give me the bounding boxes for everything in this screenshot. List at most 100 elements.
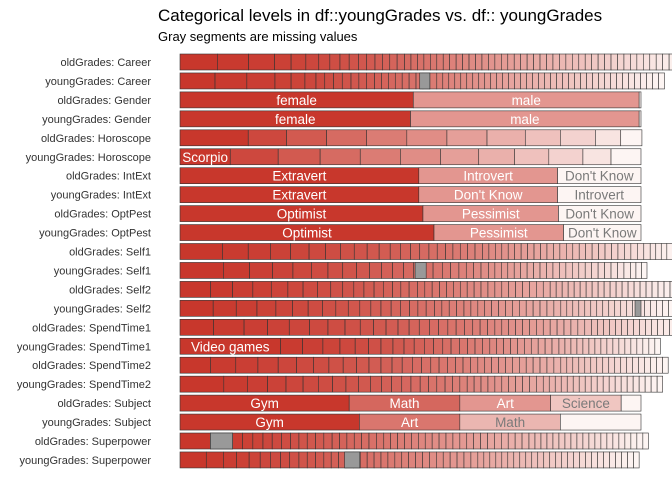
bar-segment bbox=[459, 281, 468, 298]
bar-segment bbox=[560, 375, 568, 393]
segment-label: Video games bbox=[191, 339, 270, 354]
bar-segment bbox=[270, 243, 291, 260]
segment-label: male bbox=[510, 112, 539, 127]
bar-segment bbox=[562, 72, 569, 90]
row-label: oldGrades: Subject bbox=[57, 398, 151, 410]
bar-segment bbox=[505, 356, 513, 374]
bar-segment bbox=[582, 432, 590, 450]
bar-segment bbox=[342, 281, 355, 298]
bar-segment bbox=[557, 186, 642, 203]
bar-segment bbox=[455, 356, 464, 374]
bar-segment bbox=[556, 318, 565, 336]
bar-segment bbox=[521, 432, 530, 450]
bar-segment bbox=[421, 356, 432, 374]
bar-segment bbox=[366, 243, 380, 260]
bar-segment bbox=[470, 451, 479, 469]
bar-segment bbox=[643, 53, 651, 71]
bar-segment bbox=[592, 72, 599, 90]
bar-segment bbox=[280, 337, 303, 355]
bar-segment bbox=[656, 300, 663, 317]
segment-label: Don't Know bbox=[565, 169, 634, 184]
bar-segment bbox=[232, 281, 254, 298]
bar-segment bbox=[448, 72, 456, 90]
bar-segment bbox=[292, 262, 312, 279]
bar-segment bbox=[638, 375, 646, 393]
bar-segment bbox=[526, 262, 534, 279]
bar-segment bbox=[633, 281, 641, 298]
bar-segment bbox=[494, 262, 502, 279]
bar-segment bbox=[558, 432, 566, 450]
bar-segment bbox=[584, 318, 592, 336]
bar-segment bbox=[554, 375, 562, 393]
bar-segment bbox=[544, 337, 553, 355]
bar-segment bbox=[576, 337, 584, 355]
bar-segment bbox=[452, 375, 461, 393]
bar-segment bbox=[430, 356, 440, 374]
bar-segment bbox=[179, 53, 218, 71]
bar-segment bbox=[483, 451, 491, 469]
bar-segment bbox=[564, 337, 572, 355]
bar-segment bbox=[624, 432, 632, 450]
missing-segment bbox=[344, 451, 361, 469]
bar-segment bbox=[546, 243, 554, 260]
bar-segment bbox=[529, 318, 537, 336]
bar-segment bbox=[236, 451, 250, 469]
bar-segment bbox=[222, 243, 249, 260]
bar-segment bbox=[520, 243, 528, 260]
bar-segment bbox=[514, 432, 523, 450]
bar-segment bbox=[374, 72, 382, 90]
bar-segment bbox=[403, 262, 415, 279]
bar-segment bbox=[588, 337, 596, 355]
bar-segment bbox=[232, 432, 243, 450]
bar-segment bbox=[627, 318, 634, 336]
bar-segment bbox=[350, 72, 360, 90]
bar-segment bbox=[508, 281, 516, 298]
bar-segment bbox=[425, 300, 435, 317]
bar-segment bbox=[615, 281, 623, 298]
bar-segment bbox=[579, 451, 586, 469]
bar-segment bbox=[609, 318, 616, 336]
bar-segment bbox=[596, 375, 604, 393]
bar-segment bbox=[624, 243, 632, 260]
bar-segment bbox=[460, 72, 468, 90]
segment-label: Gym bbox=[250, 396, 279, 411]
bar-segment bbox=[638, 110, 642, 128]
bar-segment bbox=[412, 356, 422, 374]
bar-segment bbox=[584, 375, 592, 393]
bar-segment bbox=[505, 300, 513, 317]
bar-segment bbox=[525, 356, 534, 374]
missing-segment bbox=[414, 262, 427, 279]
bar-segment bbox=[478, 148, 515, 166]
bar-segment bbox=[639, 281, 647, 298]
bar-segment bbox=[401, 451, 409, 469]
bar-segment bbox=[594, 337, 602, 355]
bar-segment bbox=[442, 337, 452, 355]
bar-segment bbox=[447, 318, 457, 336]
bar-segment bbox=[585, 281, 593, 298]
row-label: oldGrades: Career bbox=[61, 57, 152, 69]
bar-segment bbox=[397, 318, 410, 336]
bar-segment bbox=[376, 432, 385, 450]
bar-segment bbox=[666, 243, 672, 260]
bar-segment bbox=[327, 262, 344, 279]
bar-segment bbox=[424, 281, 433, 298]
bar-segment bbox=[472, 72, 480, 90]
bar-segment bbox=[614, 375, 622, 393]
bar-segment bbox=[404, 432, 412, 450]
bar-segment bbox=[281, 432, 291, 450]
bar-segment bbox=[473, 432, 481, 450]
bar-segment bbox=[466, 432, 474, 450]
bar-segment bbox=[417, 300, 427, 317]
bar-segment bbox=[339, 337, 356, 355]
bar-segment bbox=[501, 281, 509, 298]
bar-segment bbox=[525, 451, 533, 469]
bar-segment bbox=[302, 375, 319, 393]
segment-label: Art bbox=[497, 396, 515, 411]
bar-segment bbox=[315, 72, 326, 90]
bar-segment bbox=[477, 451, 485, 469]
bar-segment bbox=[526, 72, 533, 90]
segment-label: Don't Know bbox=[568, 226, 637, 241]
bar-segment bbox=[274, 72, 292, 90]
bar-segment bbox=[627, 451, 634, 469]
bar-segment bbox=[590, 375, 598, 393]
